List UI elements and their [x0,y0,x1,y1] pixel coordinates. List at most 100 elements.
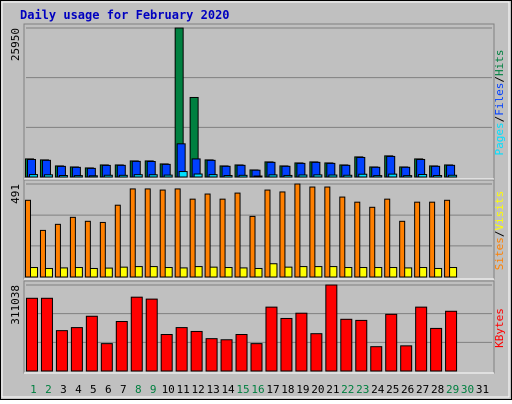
x-tick-label: 25 [386,383,399,396]
bar [328,174,338,178]
bar [103,174,113,178]
bar [238,174,248,178]
legend-entry: KBytes [493,308,506,348]
bar [85,315,98,372]
bar [24,199,31,278]
legend-entry: Sites [493,237,506,270]
bar [204,193,211,278]
bar [25,297,38,372]
bar [373,175,383,178]
x-tick-label: 7 [120,383,127,396]
bar [369,206,376,278]
x-tick-label: 11 [177,383,190,396]
bar [115,321,128,372]
bar [234,192,241,278]
bar [175,327,188,372]
bar [39,229,46,278]
bevel [1,1,510,398]
panel-frame [23,23,495,180]
legend-entry: Hits [493,50,506,77]
bar [208,174,218,178]
x-tick-label: 3 [60,383,67,396]
x-tick-label: 14 [221,383,235,396]
bar [40,297,53,372]
bar [73,175,83,178]
x-tick-label: 18 [281,383,294,396]
x-tick-label: 1 [30,383,37,396]
bar [294,183,301,278]
bar [99,221,106,278]
bar [220,339,233,372]
bar [189,198,196,278]
bar [310,333,323,372]
x-tick-label: 30 [461,383,474,396]
bar [448,174,458,178]
x-tick-label: 2 [45,383,52,396]
bar [58,175,68,178]
bar [129,188,136,278]
x-tick-label: 26 [401,383,414,396]
bar [430,327,443,372]
legend-separator: / [493,76,506,83]
bar [340,318,353,372]
bar [339,196,346,278]
bar [193,173,203,178]
bar [384,198,391,278]
bar [54,223,61,278]
x-tick-label: 5 [90,383,97,396]
bar [418,174,428,178]
legend-separator: / [493,116,506,123]
bar [433,175,443,178]
bar [298,174,308,178]
bar [84,220,91,278]
x-tick-label: 29 [446,383,459,396]
bar [343,174,353,178]
bar [178,171,188,178]
chart-title: Daily usage for February 2020 [20,8,230,22]
x-tick-label: 12 [192,383,205,396]
bar [148,174,158,178]
bar [130,296,143,372]
bar [118,174,128,178]
x-tick-label: 13 [206,383,219,396]
x-tick-label: 21 [326,383,339,396]
bar [268,174,278,178]
y-tick-label: 311038 [9,285,22,325]
bar [388,173,398,178]
x-tick-label: 28 [431,383,444,396]
bar [280,317,293,372]
bar [250,343,263,372]
bar [69,216,76,278]
bar [145,298,158,372]
x-tick-label: 17 [266,383,279,396]
bar [159,189,166,278]
bar [403,175,413,178]
bar [253,175,263,178]
x-tick-label: 6 [105,383,112,396]
legend-entry: Files [493,83,506,116]
x-tick-label: 19 [296,383,309,396]
bar [114,204,121,278]
x-tick-label: 22 [341,383,354,396]
legend: Pages/Files/Hits [493,50,506,156]
x-tick-label: 20 [311,383,324,396]
bar [28,174,38,178]
bar [264,189,271,278]
bar [70,327,83,372]
bar [444,199,451,278]
bar [205,338,218,372]
x-tick-label: 15 [236,383,249,396]
bar [414,201,421,278]
bar [43,174,53,178]
bar [283,174,293,178]
x-tick-label: 8 [135,383,142,396]
bar [100,343,113,372]
bar [358,173,368,178]
bar [354,201,361,278]
bar [385,313,398,372]
bar [370,346,383,372]
bar [355,319,368,372]
bar [309,186,316,278]
